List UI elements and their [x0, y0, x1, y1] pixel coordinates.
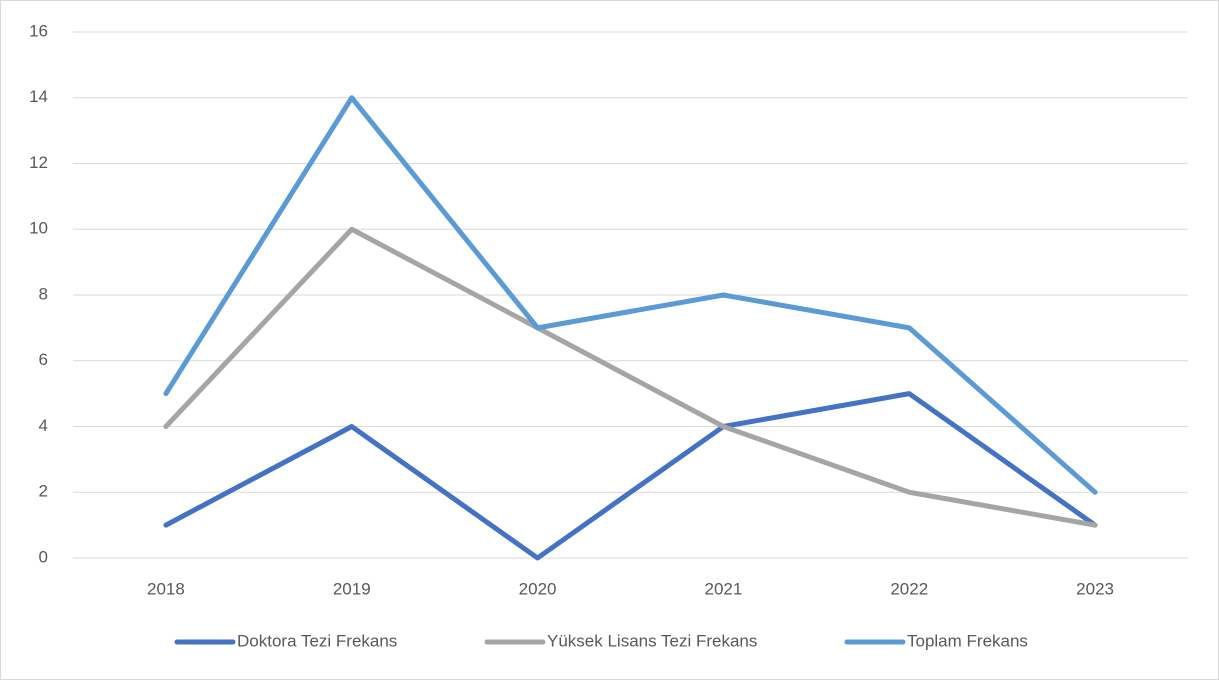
y-tick-label: 10 [29, 219, 48, 238]
x-tick-label: 2022 [890, 579, 928, 598]
legend-label: Doktora Tezi Frekans [237, 631, 397, 650]
x-tick-label: 2021 [705, 579, 743, 598]
series-line [163, 391, 1098, 561]
x-tick-label: 2020 [519, 579, 557, 598]
x-tick-label: 2023 [1076, 579, 1114, 598]
x-tick-label: 2018 [147, 579, 185, 598]
y-tick-label: 16 [29, 21, 48, 40]
legend-label: Yüksek Lisans Tezi Frekans [547, 631, 757, 650]
y-tick-label: 0 [39, 547, 48, 566]
y-tick-label: 8 [39, 284, 48, 303]
x-tick-label: 2019 [333, 579, 371, 598]
series-line [163, 95, 1098, 495]
y-tick-label: 14 [29, 87, 48, 106]
series-line [163, 226, 1098, 528]
y-tick-label: 2 [39, 482, 48, 501]
legend-label: Toplam Frekans [907, 631, 1028, 650]
y-tick-label: 12 [29, 153, 48, 172]
y-tick-label: 4 [39, 416, 48, 435]
y-tick-label: 6 [39, 350, 48, 369]
